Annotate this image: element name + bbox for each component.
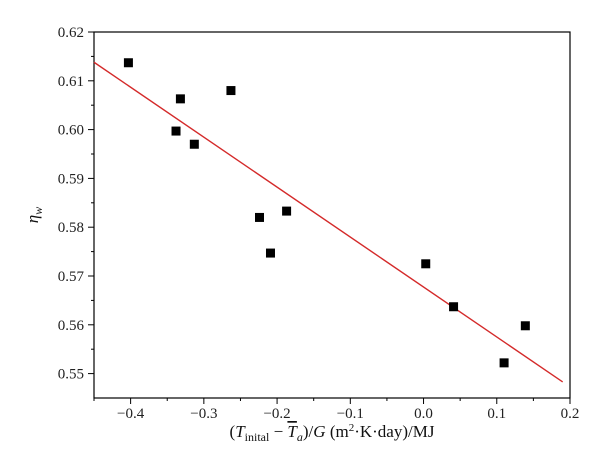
data-point: [171, 126, 181, 136]
data-point: [175, 94, 185, 104]
y-tick-label: 0.59: [58, 171, 84, 187]
x-axis-label: (Tinital − Ta)/G (m2·K·day)/MJ: [230, 422, 435, 444]
data-point: [449, 302, 459, 312]
data-point: [255, 212, 265, 222]
y-tick-label: 0.56: [58, 318, 85, 334]
y-tick-label: 0.55: [58, 367, 84, 383]
y-tick-label: 0.57: [58, 269, 85, 285]
y-tick-label: 0.62: [58, 25, 84, 41]
x-axis: −0.4 −0.3 −0.2 −0.1 0.0 0.1 0.2: [93, 398, 580, 422]
y-axis-label: ηw: [23, 207, 45, 223]
data-point: [189, 139, 199, 149]
y-tick-label: 0.61: [58, 74, 84, 90]
data-point: [226, 86, 236, 96]
plot-frame: [93, 31, 571, 399]
data-point: [499, 358, 509, 368]
y-tick-label: 0.58: [58, 220, 84, 236]
x-tick-label: −0.1: [337, 406, 364, 422]
y-axis: 0.55 0.56 0.57 0.58 0.59 0.60 0.61 0.62: [58, 25, 94, 383]
data-point: [282, 206, 292, 216]
y-tick-label: 0.60: [58, 123, 84, 139]
data-point: [520, 321, 530, 331]
x-tick-label: 0.0: [414, 406, 433, 422]
x-tick-label: −0.2: [263, 406, 290, 422]
x-tick-label: 0.1: [487, 406, 506, 422]
x-tick-label: −0.4: [117, 406, 145, 422]
x-tick-label: −0.3: [190, 406, 217, 422]
x-tick-label: 0.2: [561, 406, 580, 422]
regression-line: [93, 61, 564, 383]
data-point: [265, 248, 275, 258]
data-points: [123, 58, 530, 368]
data-point: [123, 58, 133, 68]
data-point: [421, 259, 431, 269]
